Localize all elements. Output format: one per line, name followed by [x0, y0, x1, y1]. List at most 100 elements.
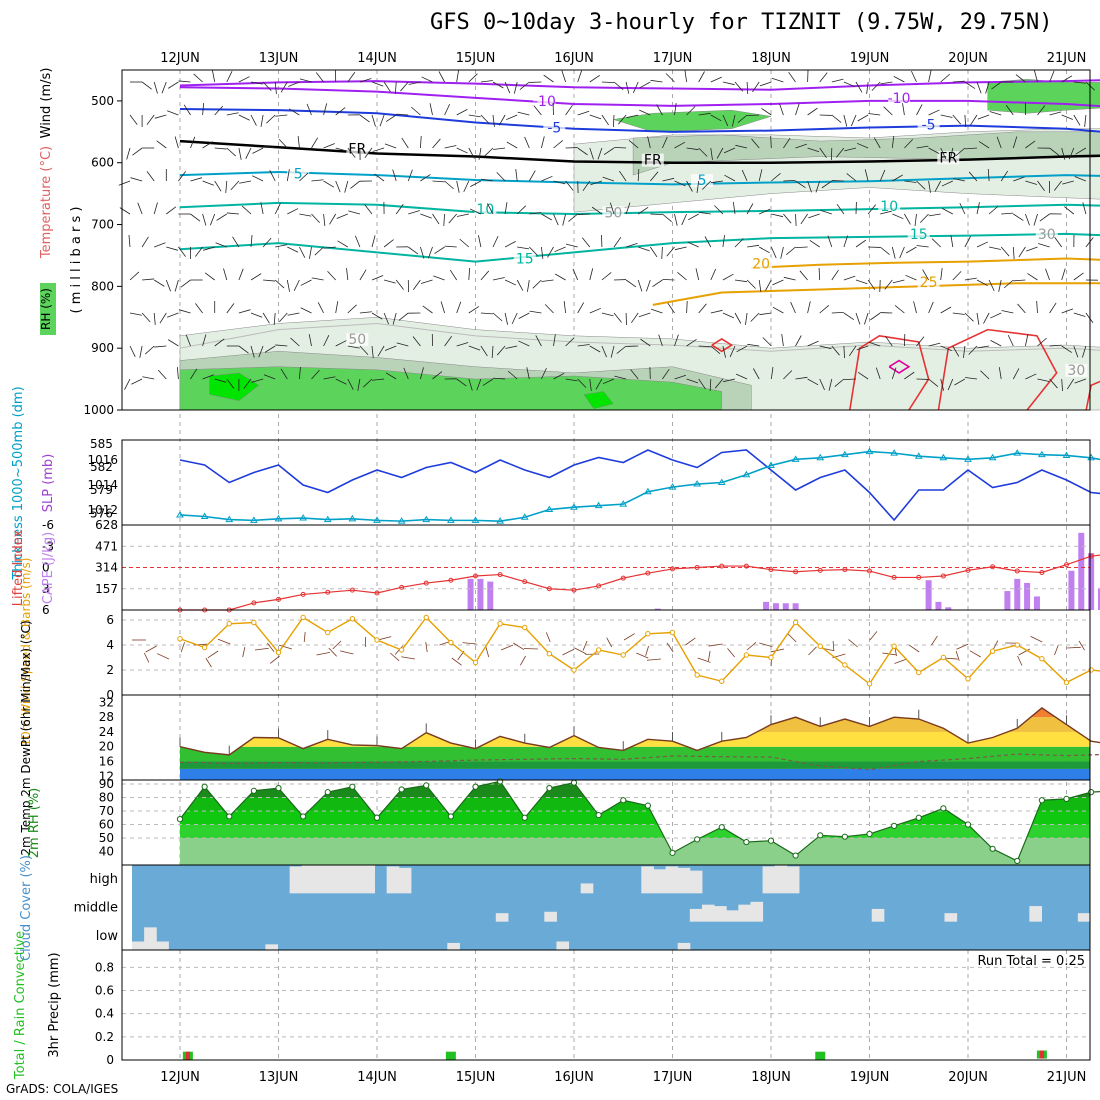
wind-barb: [335, 378, 347, 385]
wind-barb: [258, 345, 264, 358]
wind-barb: [710, 76, 722, 83]
wind-barb: [215, 242, 227, 248]
wind-barb-10m: [848, 639, 858, 648]
cloud-background: [132, 865, 1090, 950]
contour-label-bg: [750, 257, 773, 271]
wind-barb: [1062, 180, 1074, 185]
wind-barb: [323, 103, 328, 116]
lifted-index-point: [325, 589, 331, 595]
contour-label-bg: [888, 91, 911, 105]
thickness-tick-label: 579: [90, 483, 113, 497]
wind-barb: [290, 337, 300, 347]
wind-barb: [395, 204, 404, 215]
wind-barb-10m: [205, 657, 212, 668]
date-label-top: 15JUN: [456, 51, 496, 66]
wind-barb: [129, 312, 142, 316]
wind-barb: [193, 73, 203, 83]
rh-tick-label: 60: [99, 818, 114, 832]
rh-point: [841, 833, 848, 840]
wind-barb: [287, 246, 299, 253]
wind-barb: [563, 301, 566, 314]
date-label-bottom: 12JUN: [160, 1070, 200, 1085]
rh-point: [1038, 797, 1045, 804]
precip-bar-convective: [1039, 1050, 1044, 1059]
wind-barb-10m: [523, 648, 538, 650]
wind-barb: [541, 246, 544, 259]
wind-barb: [413, 279, 421, 290]
cloud-cell-high: [301, 865, 315, 894]
wind-barb: [183, 104, 191, 116]
wind-barb: [722, 235, 725, 248]
wind-barb: [892, 174, 903, 182]
cape-bar: [782, 603, 789, 610]
contour-label: -5: [922, 117, 936, 133]
wind-barb: [710, 114, 722, 122]
wind-barb-10m: [462, 642, 477, 645]
cloud-cell-low: [156, 941, 169, 950]
wind-barb-10m: [770, 648, 784, 653]
wind-barb: [178, 246, 186, 257]
wind-barb: [891, 367, 897, 380]
thickness-point: [299, 514, 308, 521]
lifted-index-point: [817, 567, 823, 573]
cloud-cell-middle: [495, 913, 509, 922]
cloud-cell-high: [338, 865, 351, 894]
wind-barb: [780, 246, 784, 259]
wind-barb: [959, 202, 966, 215]
lifted-index-point: [793, 569, 799, 575]
wind-barb: [902, 103, 905, 116]
wind-barb: [364, 204, 373, 215]
wind-barb: [154, 114, 167, 119]
wind-barb: [311, 369, 320, 380]
wind-barb: [516, 205, 527, 215]
wind-barb: [1075, 147, 1087, 155]
wind-barb: [867, 204, 876, 215]
thickness-point: [570, 503, 578, 510]
wind-barb-10m: [931, 635, 938, 646]
wind-barb: [383, 312, 389, 325]
wind-barb: [250, 114, 257, 126]
wind-barb: [905, 274, 917, 281]
wind-barb: [263, 279, 276, 282]
wind-barb: [128, 235, 131, 248]
wind-barb: [987, 169, 990, 182]
wind-barb: [1034, 70, 1038, 83]
lifted-index-axis-label: Lifted Index: [11, 529, 26, 606]
wind-barb: [681, 213, 687, 226]
wind-barb-10m: [666, 642, 674, 653]
wind-barb: [468, 73, 478, 83]
wind-barb: [226, 212, 239, 215]
wind-barb: [928, 109, 940, 116]
rh-point: [546, 784, 553, 792]
wind-barb: [1053, 180, 1063, 191]
wind-barb: [371, 114, 376, 127]
wind-barb: [866, 81, 869, 94]
wind-barb: [911, 70, 917, 83]
cloud-cell-high: [677, 867, 691, 894]
cape-bar: [467, 578, 474, 610]
wind-barb: [126, 147, 131, 160]
wind-barb: [843, 345, 845, 359]
wind-barb: [420, 136, 422, 149]
wind-barb: [529, 212, 542, 215]
rh-tick-label: 40: [99, 845, 114, 859]
wind-barb: [468, 147, 475, 159]
wind-barb: [449, 269, 458, 281]
wind-barb: [976, 241, 989, 248]
wind-barb: [541, 367, 547, 380]
wind-barb: [786, 246, 796, 256]
wind-barb: [504, 312, 508, 325]
contour-label-bg: [543, 121, 566, 135]
wind-barb: [807, 301, 811, 314]
wind-barb: [478, 147, 482, 160]
wind-barb: [710, 345, 721, 355]
wind-barb: [601, 81, 614, 84]
wind-barb: [968, 171, 978, 182]
wind-barb: [250, 312, 263, 318]
thickness-point: [594, 501, 603, 509]
temp-axis-label: 2m Temp 2m DewPt (6hr Min/Max) (°C): [19, 620, 33, 855]
wind-barb: [383, 279, 396, 284]
wind-barb: [698, 71, 705, 83]
cape-bar: [1033, 596, 1040, 610]
